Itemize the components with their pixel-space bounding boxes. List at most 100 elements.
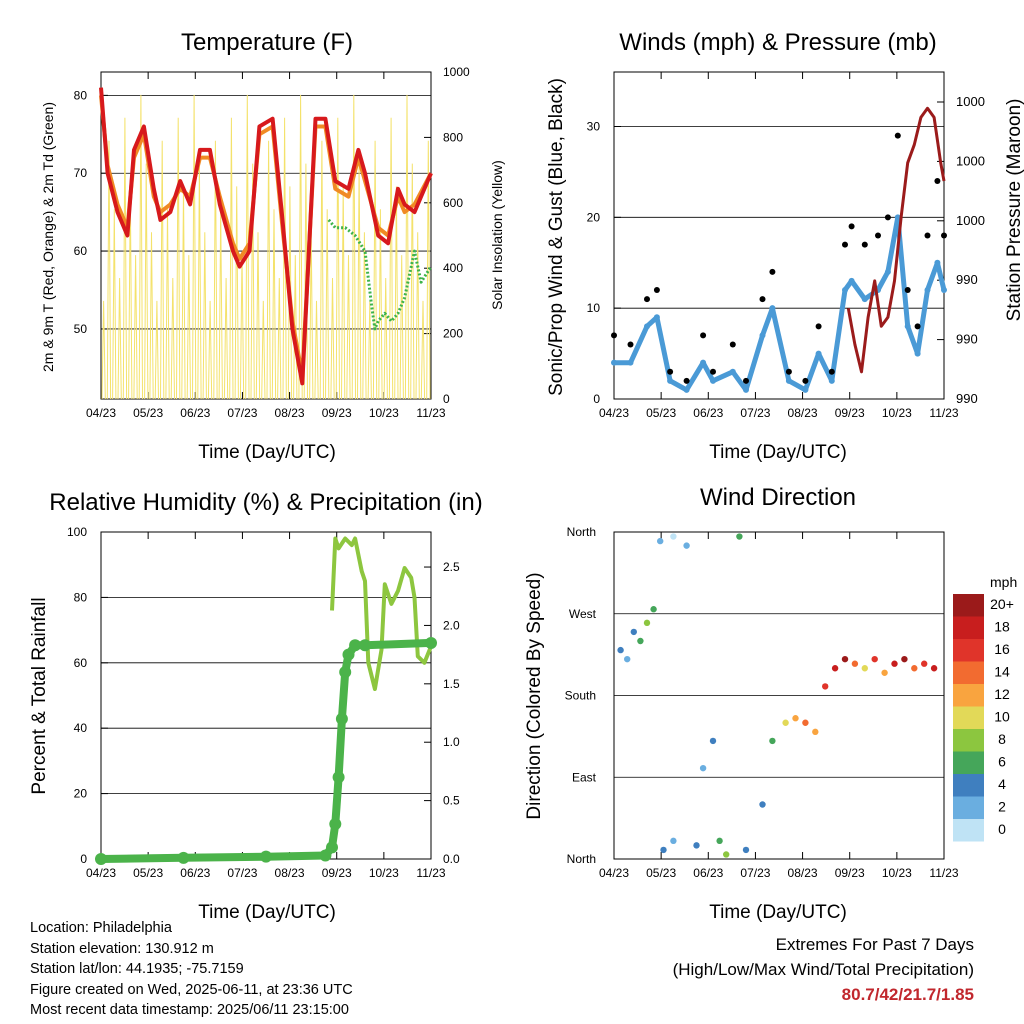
direction-point	[617, 646, 624, 654]
humidity-x-tick-label: 06/23	[180, 866, 210, 880]
gust-point	[785, 368, 792, 375]
gust-point	[924, 232, 931, 239]
solar-pulse	[410, 163, 415, 400]
winds-x-tick-label: 10/23	[882, 406, 912, 420]
solar-series	[101, 94, 431, 400]
temp-y2-tick-label: 800	[443, 130, 463, 144]
rh-line	[330, 536, 433, 691]
humidity-panel: Relative Humidity (%) & Precipitation (i…	[29, 489, 483, 923]
legend-label: 8	[998, 731, 1006, 747]
humidity-y2-tick-label: 0.0	[443, 852, 460, 866]
solar-pulse	[420, 300, 426, 400]
solar-pulse	[346, 255, 351, 400]
solar-pulse	[399, 255, 404, 400]
winds-y2-label: Station Pressure (Maroon)	[1004, 99, 1024, 322]
precip-point	[95, 853, 107, 865]
extremes-title: Extremes For Past 7 Days	[775, 935, 974, 954]
direction-x-tick-label: 04/23	[599, 866, 629, 880]
humidity-y2-tick-label: 1.5	[443, 677, 460, 691]
temp-y-tick-label: 80	[74, 88, 88, 102]
solar-pulse	[144, 163, 149, 400]
solar-pulse	[149, 232, 154, 400]
direction-point	[643, 619, 651, 627]
figure-created: Figure created on Wed, 2025-06-11, at 23…	[30, 981, 353, 998]
wind-line	[614, 214, 947, 393]
temperature-title: Temperature (F)	[181, 29, 353, 56]
solar-pulse	[170, 277, 175, 400]
temperature-x-label: Time (Day/UTC)	[198, 442, 336, 463]
solar-pulse	[223, 277, 229, 400]
legend-label: 14	[994, 664, 1010, 680]
legend-swatch	[953, 661, 984, 684]
temp-y2-tick-label: 600	[443, 196, 463, 210]
direction-x-tick-label: 09/23	[835, 866, 865, 880]
direction-point	[759, 801, 766, 808]
temp-y-tick-label: 70	[74, 166, 88, 180]
legend-swatch	[953, 684, 984, 707]
solar-pulse	[117, 277, 122, 400]
direction-point	[881, 669, 888, 676]
temp-y2-tick-label: 0	[443, 392, 450, 406]
humidity-x-tick-label: 07/23	[227, 866, 257, 880]
solar-pulse	[229, 117, 234, 400]
humidity-y2-tick-label: 1.0	[443, 735, 460, 749]
precip-point	[339, 666, 352, 679]
temp-x-tick-label: 10/23	[369, 406, 399, 420]
direction-points	[617, 533, 938, 858]
solar-pulse	[239, 255, 245, 400]
direction-y-tick-label: North	[567, 525, 596, 539]
solar-pulse	[192, 94, 197, 400]
solar-pulse	[325, 209, 330, 400]
solar-pulse	[213, 140, 218, 400]
direction-point	[930, 665, 938, 672]
solar-pulse	[341, 186, 346, 400]
gust-point	[611, 332, 617, 339]
direction-point	[630, 628, 637, 636]
gust-point	[729, 341, 736, 348]
direction-point	[782, 719, 789, 726]
winds-y-label: Sonic/Prop Wind & Gust (Blue, Black)	[546, 78, 567, 396]
solar-pulse	[330, 277, 335, 400]
solar-pulse	[106, 140, 112, 400]
winds-y2-tick-label: 1000	[956, 213, 985, 228]
precip-point	[177, 851, 190, 864]
winds-panel: Winds (mph) & Pressure (mb) Sonic/Prop W…	[546, 29, 1024, 463]
direction-x-tick-label: 06/23	[693, 866, 723, 880]
winds-y2-tick-label: 1000	[956, 94, 985, 109]
solar-pulse	[367, 300, 372, 400]
direction-point	[660, 846, 667, 854]
humidity-y2-tick-label: 0.5	[443, 794, 460, 808]
winds-x-tick-label: 05/23	[646, 406, 676, 420]
temp-y2-tick-label: 400	[443, 261, 463, 275]
winds-y2-tick-label: 990	[956, 391, 978, 406]
legend-swatch	[953, 729, 984, 752]
temp-y-tick-label: 50	[74, 322, 88, 336]
legend-label: 2	[998, 799, 1006, 815]
humidity-y-tick-label: 100	[67, 525, 87, 539]
temp-x-tick-label: 04/23	[86, 406, 116, 420]
gust-point	[861, 241, 868, 248]
direction-y-tick-label: South	[565, 689, 596, 703]
solar-pulse	[207, 300, 213, 400]
direction-point	[769, 737, 776, 745]
gust-series	[611, 132, 947, 384]
solar-pulse	[282, 117, 287, 400]
precip-point	[349, 639, 362, 652]
direction-point	[742, 846, 750, 854]
direction-x-tick-label: 10/23	[882, 866, 912, 880]
extremes-subtitle: (High/Low/Max Wind/Total Precipitation)	[672, 960, 974, 979]
solar-pulse	[319, 140, 324, 400]
legend-swatch	[953, 594, 984, 617]
solar-pulse	[351, 94, 356, 400]
solar-pulse	[245, 94, 250, 400]
direction-point	[670, 533, 677, 540]
direction-y-tick-label: North	[567, 852, 596, 866]
winds-x-label: Time (Day/UTC)	[709, 442, 847, 463]
direction-point	[657, 537, 664, 545]
humidity-y2-tick-label: 2.5	[443, 560, 460, 574]
solar-pulse	[426, 140, 431, 400]
direction-point	[841, 655, 849, 663]
winds-title: Winds (mph) & Pressure (mb)	[619, 29, 936, 56]
direction-point	[624, 655, 631, 663]
gust-point	[848, 223, 855, 230]
